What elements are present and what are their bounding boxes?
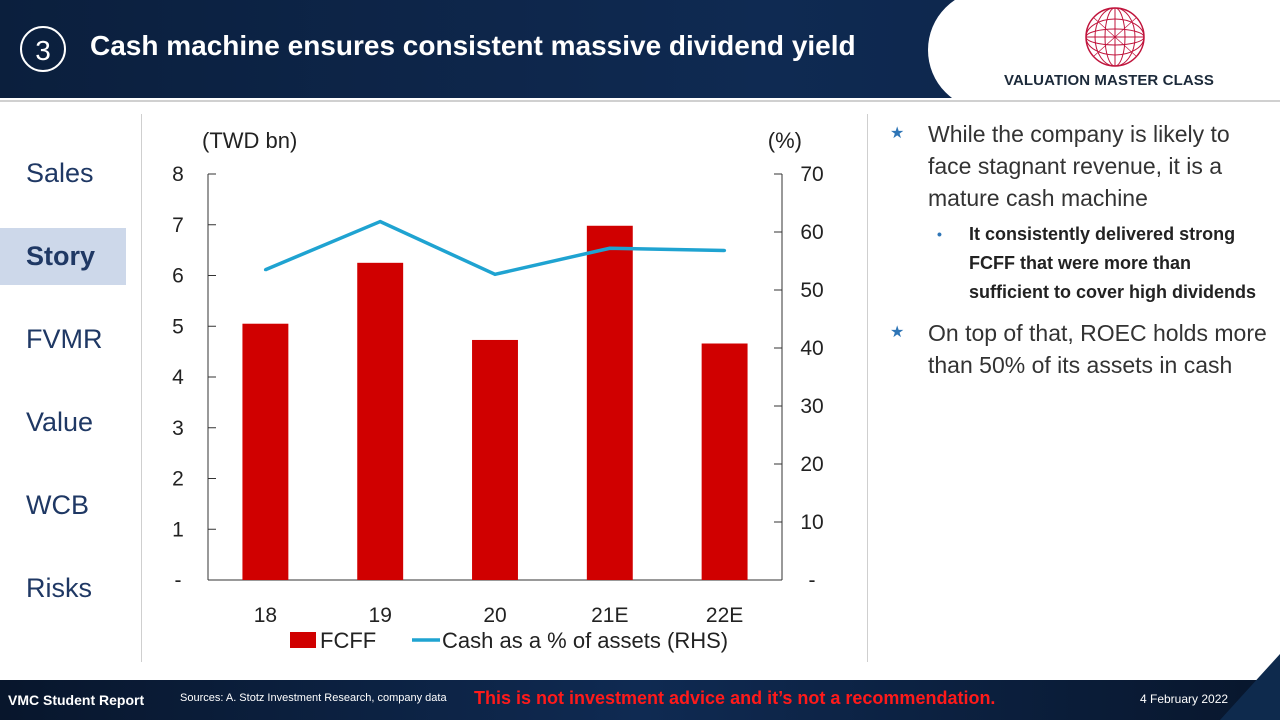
cash-ratio-point (493, 272, 497, 276)
footer-corner-accent (1220, 654, 1280, 720)
right-tick-label: 40 (800, 337, 823, 360)
x-tick-label: 20 (483, 604, 506, 627)
left-tick-label: 1 (172, 518, 184, 541)
commentary: ★ While the company is likely to face st… (890, 118, 1270, 387)
right-tick-label: 70 (800, 163, 823, 186)
nav-item-wcb[interactable]: WCB (26, 490, 89, 520)
cash-ratio-point (608, 246, 612, 250)
globe-logo-icon (1085, 7, 1145, 67)
report-date: 4 February 2022 (1140, 692, 1229, 706)
slide-title: Cash machine ensures consistent massive … (90, 30, 856, 61)
right-axis-unit: (%) (768, 128, 802, 153)
logo-wordmark: VALUATION MASTER CLASS (1004, 72, 1214, 89)
right-tick-label: 10 (800, 511, 823, 534)
nav-item-fvmr[interactable]: FVMR (26, 324, 103, 354)
fcff-bar (586, 225, 633, 580)
x-tick-label: 19 (369, 604, 392, 627)
cash-ratio-line (264, 219, 725, 277)
left-tick-label: 6 (172, 265, 184, 288)
legend-fcff-swatch (290, 632, 316, 648)
left-tick-label: 3 (172, 417, 184, 440)
nav-item-risks[interactable]: Risks (26, 573, 92, 603)
header-divider (0, 100, 1280, 102)
disclaimer: This is not investment advice and it’s n… (474, 688, 996, 708)
star-bullet-icon: ★ (890, 324, 905, 341)
report-label: VMC Student Report (8, 692, 145, 708)
sub-bullet-item: • It consistently delivered strong FCFF … (890, 220, 1270, 307)
fcff-bar (701, 343, 748, 580)
sources-note: Sources: A. Stotz Investment Research, c… (180, 692, 447, 704)
nav-item-value[interactable]: Value (26, 407, 94, 437)
fcff-bar (242, 323, 289, 580)
section-number-badge: 3 (20, 26, 66, 72)
bullet-item: ★ While the company is likely to face st… (890, 118, 1270, 214)
bullet-text: While the company is likely to face stag… (928, 121, 1230, 211)
right-tick-label: 30 (800, 395, 823, 418)
legend-fcff-label: FCFF (320, 628, 376, 653)
bullet-text: On top of that, ROEC holds more than 50%… (928, 320, 1267, 378)
fcff-bar (357, 262, 404, 580)
x-tick-label: 21E (591, 604, 628, 627)
chart-divider (867, 114, 868, 662)
right-tick-label: 60 (800, 221, 823, 244)
left-axis-unit: (TWD bn) (202, 128, 297, 153)
right-tick-label: - (809, 569, 816, 592)
x-tick-label: 18 (254, 604, 277, 627)
right-tick-label: 50 (800, 279, 823, 302)
legend-cash-label: Cash as a % of assets (RHS) (442, 628, 728, 653)
cash-ratio-point (723, 249, 727, 253)
footer-bar: VMC Student Report Sources: A. Stotz Inv… (0, 680, 1280, 720)
left-tick-label: - (175, 569, 182, 592)
left-tick-label: 8 (172, 163, 184, 186)
left-tick-label: 2 (172, 468, 184, 491)
bullet-item: ★ On top of that, ROEC holds more than 5… (890, 317, 1270, 381)
nav-item-story[interactable]: Story (0, 228, 126, 285)
left-tick-label: 7 (172, 214, 184, 237)
fcff-bar (472, 339, 518, 580)
cash-ratio-point (378, 220, 382, 224)
left-tick-label: 4 (172, 366, 184, 389)
star-bullet-icon: ★ (890, 125, 905, 142)
logo-panel (928, 0, 1280, 98)
header-banner: 3 Cash machine ensures consistent massiv… (0, 0, 1280, 98)
right-tick-label: 20 (800, 453, 823, 476)
nav-item-sales[interactable]: Sales (26, 158, 94, 188)
left-tick-label: 5 (172, 315, 184, 338)
fcff-cash-chart: (TWD bn) (%) - 1 2 3 4 5 6 7 8 - 10 20 30 40 50 60 70 18 19 2… (172, 128, 824, 653)
sub-bullet-text: It consistently delivered strong FCFF th… (969, 224, 1257, 302)
nav-divider (141, 114, 142, 662)
x-tick-label: 22E (706, 604, 743, 627)
dot-bullet-icon: • (937, 226, 942, 242)
cash-ratio-point (263, 268, 267, 272)
